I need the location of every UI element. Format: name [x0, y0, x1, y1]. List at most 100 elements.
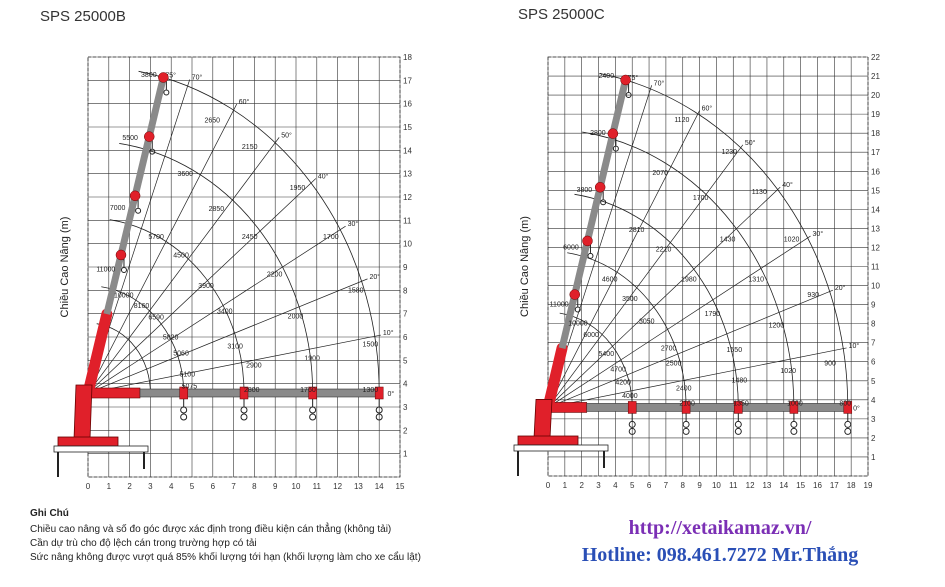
- load-label: 5100: [180, 372, 196, 379]
- y-tick-label: 6: [403, 333, 408, 342]
- angle-line: [547, 186, 781, 408]
- x-tick-label: 6: [647, 481, 652, 490]
- angle-label: 0°: [853, 404, 860, 412]
- angle-label: 50°: [745, 139, 756, 147]
- load-label: 5400: [599, 351, 615, 358]
- angle-label: 60°: [702, 105, 713, 113]
- load-label: 6000: [563, 244, 579, 251]
- radius-arc: [109, 219, 245, 394]
- load-label: 2400: [599, 73, 615, 80]
- website-link[interactable]: http://xetaikamaz.vn/: [628, 517, 812, 539]
- angle-line: [547, 144, 744, 408]
- x-tick-label: 3: [148, 482, 153, 491]
- load-label: 7000: [110, 205, 126, 212]
- y-tick-label: 7: [871, 339, 876, 348]
- y-tick-label: 10: [403, 240, 412, 249]
- y-tick-label: 22: [871, 53, 880, 62]
- x-tick-label: 17: [830, 481, 839, 490]
- hook-icon: [734, 427, 742, 435]
- x-tick-label: 15: [396, 482, 405, 491]
- angle-label: 70°: [192, 73, 203, 81]
- crane-base-plate: [517, 435, 579, 446]
- load-label: 4500: [173, 253, 189, 260]
- y-tick-label: 17: [871, 148, 880, 157]
- load-label: 3900: [198, 283, 214, 290]
- y-axis-label: Chiều Cao Nâng (m): [59, 217, 71, 318]
- x-tick-label: 5: [190, 482, 195, 491]
- load-label: 3500: [622, 296, 638, 303]
- radius-arc: [559, 312, 633, 408]
- hook-icon: [375, 406, 383, 414]
- angle-line: [87, 225, 346, 394]
- boom-joint: [158, 72, 169, 83]
- boom-joint: [627, 401, 637, 414]
- y-tick-label: 21: [871, 72, 880, 81]
- chart-0: 0 1 2 3 4 5 6 7 8 9 10 11 12 13 14 15123456789101112131…: [53, 53, 412, 491]
- load-label: 1350: [733, 401, 749, 408]
- note-line: Chiều cao nâng và số đo góc được xác địn…: [30, 524, 392, 535]
- angle-label: 75°: [165, 71, 176, 79]
- x-tick-label: 9: [273, 482, 278, 491]
- load-label: 1550: [727, 347, 743, 354]
- load-label: 1020: [784, 237, 800, 244]
- crane-base-plate: [57, 436, 119, 447]
- y-tick-label: 15: [871, 186, 880, 195]
- y-tick-label: 9: [871, 301, 876, 310]
- angle-label: 20°: [370, 273, 381, 281]
- y-tick-label: 9: [403, 263, 408, 272]
- y-tick-label: 5: [403, 356, 408, 365]
- load-label: 1130: [752, 189, 767, 196]
- y-tick-label: 13: [403, 170, 412, 179]
- hook-icon: [574, 306, 581, 313]
- load-label: 5500: [122, 135, 138, 142]
- truck-frame: [513, 444, 609, 452]
- y-tick-label: 16: [871, 167, 880, 176]
- x-tick-label: 9: [697, 481, 702, 490]
- angle-line: [87, 103, 238, 394]
- y-tick-label: 6: [871, 358, 876, 367]
- y-tick-label: 1: [871, 453, 876, 462]
- load-label: 2150: [242, 144, 258, 151]
- horizontal-boom-base: [87, 387, 141, 399]
- angle-label: 0°: [387, 390, 394, 398]
- load-label: 1700: [693, 195, 709, 202]
- hook-icon: [790, 420, 798, 428]
- angle-label: 10°: [849, 342, 860, 350]
- x-tick-label: 8: [252, 482, 257, 491]
- y-tick-label: 18: [403, 53, 412, 62]
- load-label: 2450: [242, 234, 258, 241]
- x-tick-label: 12: [333, 482, 342, 491]
- y-tick-label: 3: [403, 403, 408, 412]
- y-tick-label: 13: [871, 224, 880, 233]
- load-label: 10000: [114, 292, 134, 299]
- hook-icon: [734, 420, 742, 428]
- y-tick-label: 8: [871, 320, 876, 329]
- load-label: 3100: [227, 344, 243, 351]
- load-label: 1120: [674, 117, 689, 124]
- y-tick-label: 4: [871, 396, 876, 405]
- angle-line: [547, 289, 834, 408]
- y-tick-label: 5: [871, 377, 876, 386]
- load-label: 2100: [679, 401, 695, 408]
- load-label: 1950: [290, 185, 306, 192]
- radius-arc: [101, 286, 185, 394]
- hook-icon: [790, 427, 798, 435]
- load-label: 1230: [721, 149, 737, 156]
- hook-icon: [180, 413, 188, 421]
- load-label: 6590: [148, 315, 164, 322]
- chart-title-right: SPS 25000C: [518, 6, 605, 23]
- load-label: 1310: [748, 277, 764, 284]
- x-tick-label: 10: [292, 482, 301, 491]
- angle-label: 75°: [628, 74, 639, 82]
- angle-label: 40°: [782, 181, 793, 189]
- load-label: 5820: [163, 334, 179, 341]
- hook-icon: [149, 148, 156, 155]
- load-label: 4600: [602, 277, 618, 284]
- load-label: 1790: [705, 311, 721, 318]
- angle-label: 30°: [813, 230, 824, 238]
- load-label: 2800: [590, 130, 606, 137]
- load-label: 900: [824, 361, 836, 368]
- angle-line: [87, 178, 317, 394]
- load-label: 1000: [787, 401, 803, 408]
- hotline-text: Hotline: 098.461.7272 Mr.Thắng: [581, 544, 859, 566]
